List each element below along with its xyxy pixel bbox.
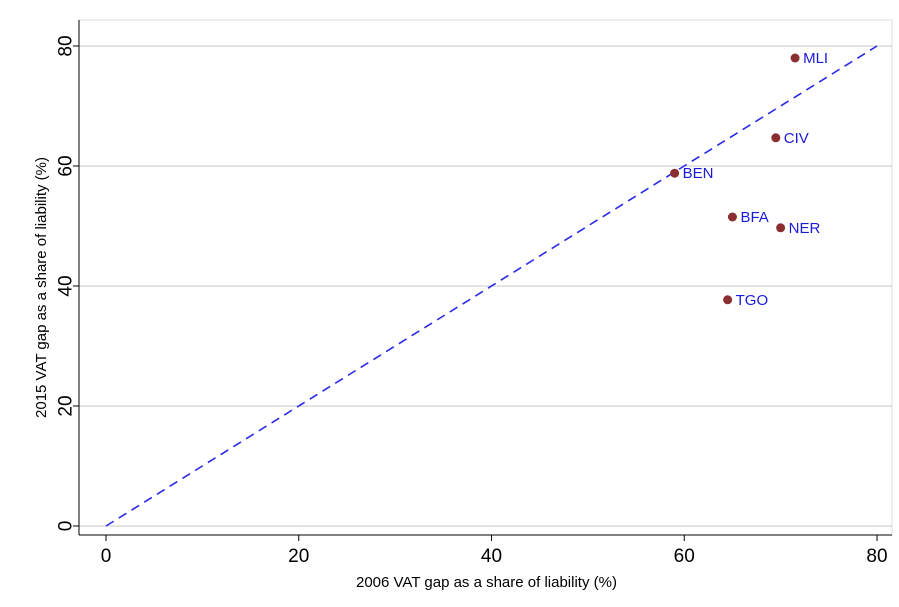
x-tick-label-80: 80	[866, 546, 887, 567]
point-label-ner: NER	[789, 220, 821, 237]
y-tick-label-40: 40	[56, 275, 77, 296]
data-point-ner	[776, 223, 786, 233]
point-label-mli: MLI	[803, 50, 828, 67]
x-tick-label-0: 0	[101, 546, 112, 567]
point-label-civ: CIV	[784, 130, 809, 147]
y-tick-label-0: 0	[56, 521, 77, 532]
x-tick-label-60: 60	[674, 546, 695, 567]
point-label-ben: BEN	[683, 165, 714, 182]
data-point-civ	[771, 133, 781, 143]
reference-line-45deg	[105, 45, 878, 527]
axis-layer: 0 20 40 60 80 0 20 40 60 80	[56, 20, 892, 567]
point-label-tgo: TGO	[736, 292, 769, 309]
data-point-mli	[790, 53, 800, 63]
x-axis-title: 2006 VAT gap as a share of liability (%)	[356, 574, 617, 591]
x-tick-label-20: 20	[288, 546, 309, 567]
y-axis-title: 2015 VAT gap as a share of liability (%)	[33, 157, 50, 418]
data-point-bfa	[727, 212, 737, 222]
y-tick-label-20: 20	[56, 395, 77, 416]
point-layer: MLI CIV BEN BFA NER TGO	[670, 50, 828, 309]
data-point-tgo	[723, 295, 733, 305]
data-point-ben	[670, 168, 680, 178]
x-tick-label-40: 40	[481, 546, 502, 567]
reference-line-layer	[105, 45, 878, 527]
y-tick-label-60: 60	[56, 155, 77, 176]
point-label-bfa: BFA	[740, 209, 768, 226]
grid-layer	[79, 45, 892, 527]
y-tick-label-80: 80	[56, 35, 77, 56]
